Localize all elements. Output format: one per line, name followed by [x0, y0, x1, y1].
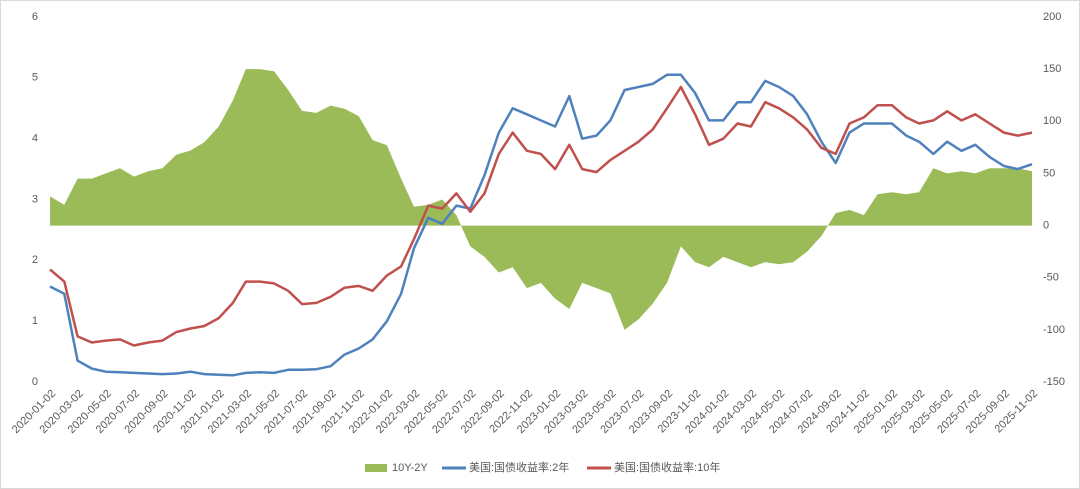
y-tick-label: 0: [32, 376, 38, 388]
legend-swatch: [365, 464, 387, 472]
y2-tick-label: -150: [1043, 376, 1065, 388]
line: [49, 73, 1033, 377]
line: [49, 85, 1033, 347]
y2-tick-label: 100: [1043, 115, 1061, 127]
legend-label: 10Y-2Y: [392, 462, 428, 474]
area: [50, 69, 1032, 330]
y-tick-label: 3: [32, 193, 38, 205]
y-tick-label: 6: [32, 11, 38, 23]
y-tick-label: 2: [32, 254, 38, 266]
y-tick-label: 5: [32, 72, 38, 84]
legend-label: 美国:国债收益率:10年: [614, 460, 720, 474]
y2-tick-label: -100: [1043, 324, 1065, 336]
legend-label: 美国:国债收益率:2年: [469, 460, 569, 474]
y2-tick-label: 200: [1043, 11, 1061, 23]
y2-tick-label: 150: [1043, 63, 1061, 75]
y2-tick-label: 0: [1043, 219, 1049, 231]
y-tick-label: 4: [32, 133, 38, 145]
y2-tick-label: -50: [1043, 272, 1059, 284]
y-tick-label: 1: [32, 315, 38, 327]
y2-tick-label: 50: [1043, 167, 1055, 179]
